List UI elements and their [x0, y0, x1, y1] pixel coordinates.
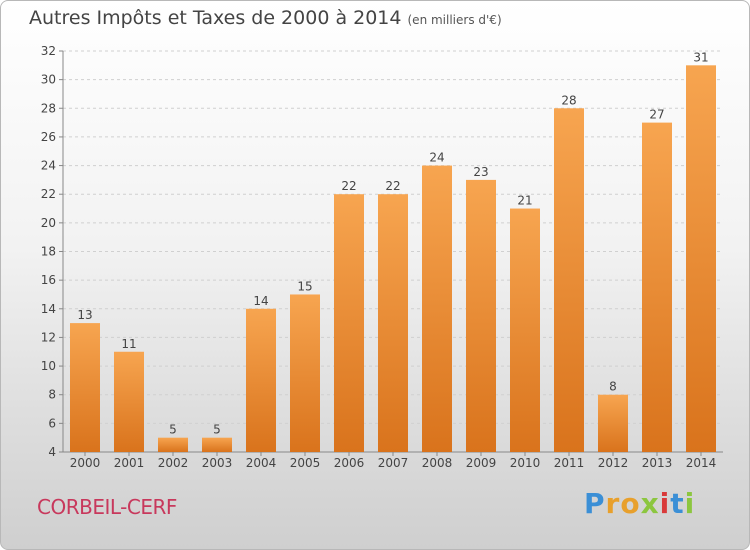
- x-tick-label: 2002: [158, 456, 189, 470]
- data-label: 5: [213, 423, 221, 437]
- bar: [554, 108, 584, 453]
- y-tick-label: 8: [48, 388, 56, 402]
- x-tick-label: 2001: [114, 456, 145, 470]
- logo-letter: x: [640, 487, 660, 520]
- x-tick-label: 2009: [466, 456, 497, 470]
- data-label: 23: [473, 165, 488, 179]
- bar: [686, 65, 716, 453]
- y-tick-label: 28: [41, 101, 56, 115]
- bar: [290, 294, 320, 452]
- x-tick-label: 2005: [290, 456, 321, 470]
- data-label: 28: [561, 93, 576, 107]
- bar: [202, 437, 232, 452]
- y-tick-label: 18: [41, 245, 56, 259]
- data-label: 21: [517, 194, 532, 208]
- logo-letter: i: [659, 487, 671, 520]
- y-tick-label: 16: [41, 273, 56, 287]
- data-label: 15: [297, 279, 312, 293]
- data-label: 27: [649, 108, 664, 122]
- data-label: 11: [121, 337, 136, 351]
- y-tick-label: 30: [41, 73, 56, 87]
- x-tick-label: 2014: [686, 456, 717, 470]
- logo-letter: i: [684, 487, 696, 520]
- x-tick-label: 2008: [422, 456, 453, 470]
- x-tick-label: 2011: [554, 456, 585, 470]
- bar: [378, 194, 408, 452]
- logo-letter: r: [605, 487, 621, 520]
- x-tick-label: 2010: [510, 456, 541, 470]
- x-tick-label: 2003: [202, 456, 233, 470]
- data-label: 24: [429, 151, 444, 165]
- logo-letter: P: [584, 487, 606, 520]
- proxiti-logo: Proxiti: [584, 487, 695, 520]
- data-label: 5: [169, 423, 177, 437]
- y-tick-label: 24: [41, 159, 56, 173]
- y-tick-label: 10: [41, 359, 56, 373]
- data-label: 8: [609, 380, 617, 394]
- data-label: 31: [693, 50, 708, 64]
- y-tick-label: 22: [41, 187, 56, 201]
- y-tick-label: 14: [41, 302, 56, 316]
- chart-title-text: Autres Impôts et Taxes de 2000 à 2014: [29, 7, 402, 29]
- bar: [598, 394, 628, 452]
- data-label: 22: [385, 179, 400, 193]
- place-name: CORBEIL-CERF: [37, 495, 177, 519]
- x-tick-label: 2012: [598, 456, 629, 470]
- x-tick-label: 2004: [246, 456, 277, 470]
- x-tick-label: 2000: [70, 456, 101, 470]
- bar: [510, 208, 540, 452]
- bar: [422, 165, 452, 453]
- y-tick-label: 26: [41, 130, 56, 144]
- y-tick-label: 20: [41, 216, 56, 230]
- x-tick-label: 2006: [334, 456, 365, 470]
- logo-letter: o: [620, 487, 641, 520]
- bar: [70, 323, 100, 452]
- data-label: 14: [253, 294, 268, 308]
- x-tick-label: 2007: [378, 456, 409, 470]
- data-label: 22: [341, 179, 356, 193]
- bar: [466, 179, 496, 452]
- y-tick-label: 32: [41, 44, 56, 58]
- x-tick-label: 2013: [642, 456, 673, 470]
- chart-subtitle: (en milliers d'€): [407, 13, 502, 27]
- y-tick-label: 12: [41, 330, 56, 344]
- bar: [246, 308, 276, 452]
- data-label: 13: [77, 308, 92, 322]
- bar: [334, 194, 364, 452]
- y-tick-label: 4: [48, 445, 56, 459]
- bar: [642, 122, 672, 452]
- logo-letter: t: [670, 487, 685, 520]
- bar: [114, 351, 144, 452]
- chart-title: Autres Impôts et Taxes de 2000 à 2014 (en…: [29, 7, 502, 29]
- y-tick-label: 6: [48, 416, 56, 430]
- bar: [158, 437, 188, 452]
